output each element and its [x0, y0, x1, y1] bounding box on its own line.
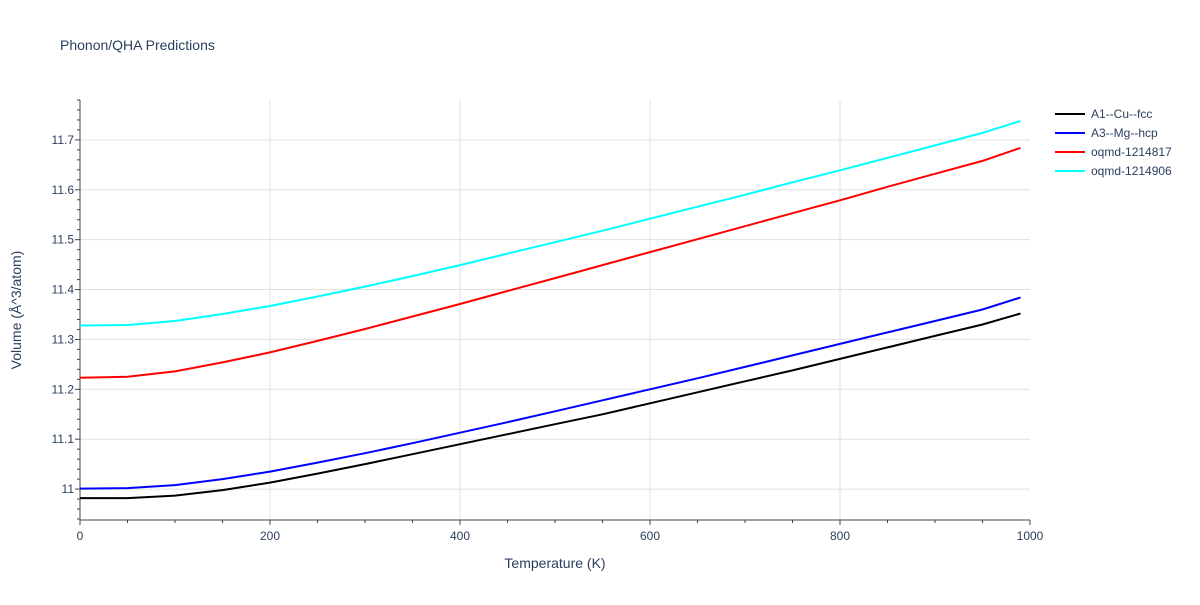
axes: 0 200 400 600 800 1000 11 11.1 11.2 11.3 11.4 11.5 1…	[52, 99, 1044, 543]
legend-label: A1--Cu--fcc	[1091, 107, 1152, 121]
x-tick-label: 1000	[1017, 529, 1044, 543]
series-line-A3--Mg--hcp	[79, 296, 1021, 490]
y-tick-label: 11	[62, 482, 75, 496]
x-tick-label: 400	[450, 529, 470, 543]
grid	[80, 100, 1030, 520]
legend-label: oqmd-1214906	[1091, 164, 1172, 178]
y-tick-label: 11.4	[52, 283, 75, 297]
y-axis-label: Volume (Å^3/atom)	[8, 251, 24, 370]
series-line-oqmd-1214906	[79, 120, 1021, 327]
y-tick-label: 11.3	[52, 332, 75, 346]
y-tick-label: 11.2	[52, 382, 75, 396]
y-tick-label: 11.5	[52, 233, 75, 247]
x-tick-label: 0	[77, 529, 84, 543]
series-line-oqmd-1214817	[79, 146, 1021, 379]
series-lines	[79, 120, 1021, 500]
y-tick-label: 11.1	[52, 432, 75, 446]
x-tick-label: 800	[830, 529, 850, 543]
series-line-A1--Cu--fcc	[80, 312, 1021, 500]
x-tick-label: 600	[640, 529, 660, 543]
chart-title: Phonon/QHA Predictions	[60, 37, 215, 53]
x-tick-label: 200	[260, 529, 280, 543]
y-tick-label: 11.6	[52, 183, 75, 197]
legend-label: oqmd-1214817	[1091, 145, 1172, 159]
y-tick-label: 11.7	[52, 133, 75, 147]
x-axis-label: Temperature (K)	[504, 555, 605, 571]
legend: A1--Cu--fcc A3--Mg--hcp oqmd-1214817 oqmd-1…	[1055, 107, 1172, 178]
legend-label: A3--Mg--hcp	[1091, 126, 1158, 140]
